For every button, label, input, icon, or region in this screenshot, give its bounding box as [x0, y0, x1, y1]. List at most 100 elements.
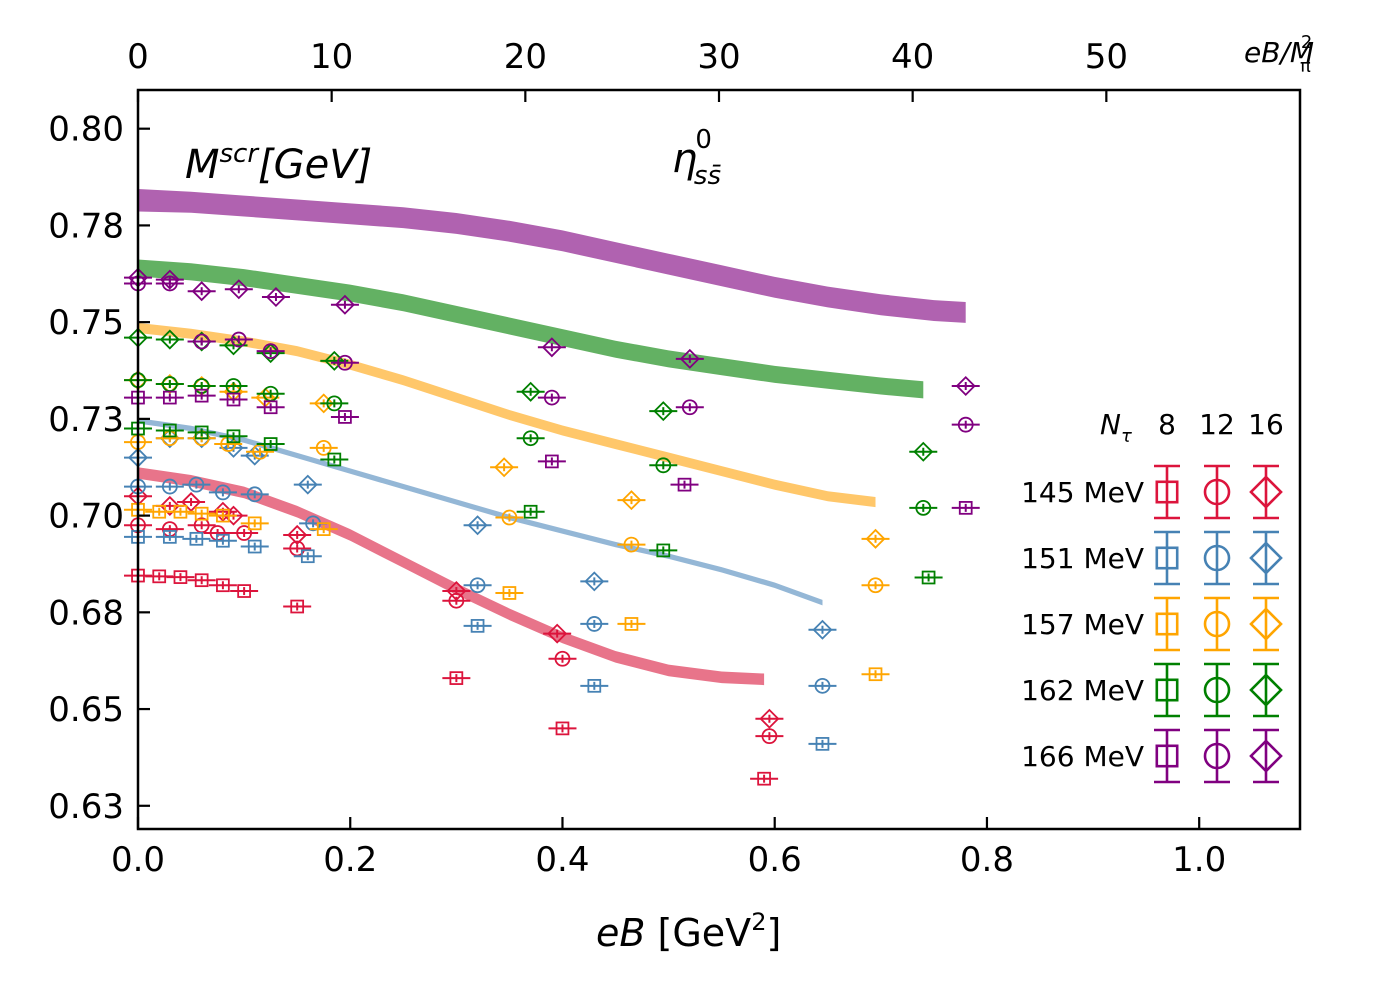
marker-square	[247, 516, 262, 531]
data-point-162-MeV-nt12	[909, 499, 938, 516]
marker-square	[194, 573, 209, 588]
marker-diamond	[494, 457, 515, 478]
marker-diamond	[1249, 607, 1283, 641]
legend-marker	[1249, 662, 1283, 718]
legend-temperature-label: 166 MeV	[1021, 740, 1144, 773]
chart-title: η0 ss̄	[672, 125, 722, 191]
marker-circle	[655, 457, 672, 474]
data-point-162-MeV-nt8	[649, 543, 678, 558]
data-point-162-MeV-nt16	[155, 329, 184, 350]
marker-square	[757, 771, 771, 786]
marker-square	[921, 570, 936, 585]
data-point-166-MeV-nt16	[330, 294, 359, 315]
marker-square	[338, 410, 352, 424]
marker-square	[216, 508, 230, 523]
marker-diamond	[313, 393, 334, 414]
legend-marker	[1203, 464, 1231, 520]
top-tick-label: 40	[891, 37, 934, 77]
y-tick-label: 0.75	[48, 303, 124, 343]
data-point-166-MeV-nt12	[951, 416, 980, 433]
marker-diamond	[159, 329, 180, 350]
marker-diamond	[679, 348, 700, 369]
data-point-162-MeV-nt16	[516, 381, 545, 402]
data-point-157-MeV-nt16	[490, 457, 519, 478]
legend-temperature-label: 145 MeV	[1021, 476, 1144, 509]
data-point-157-MeV-nt8	[187, 506, 216, 521]
marker-circle	[469, 577, 486, 594]
marker-square	[316, 522, 331, 536]
x-tick-label: 0.6	[748, 840, 802, 880]
marker-diamond	[297, 474, 318, 495]
data-point-166-MeV-nt16	[155, 269, 184, 290]
data-point-162-MeV-nt8	[320, 452, 349, 467]
data-point-157-MeV-nt8	[861, 667, 890, 682]
marker-circle	[246, 486, 263, 503]
marker-circle	[1203, 478, 1231, 506]
marker-square	[1155, 546, 1179, 570]
data-point-145-MeV-nt16	[755, 708, 784, 729]
marker-diamond	[955, 375, 976, 397]
marker-circle	[230, 331, 247, 348]
marker-circle	[814, 677, 831, 694]
data-point-151-MeV-nt12	[208, 484, 237, 501]
marker-circle	[161, 478, 178, 495]
y-quantity-sup: scr	[220, 139, 261, 169]
marker-circle	[1203, 676, 1231, 704]
marker-square	[216, 533, 230, 548]
x-axis-label-unit: [GeV	[658, 911, 752, 955]
legend-marker	[1154, 530, 1180, 586]
legend-marker	[1203, 596, 1231, 652]
data-point-151-MeV-nt8	[580, 678, 609, 693]
top-axis-label-sup: 2	[1301, 32, 1312, 53]
marker-circle	[761, 728, 778, 745]
data-point-151-MeV-nt16	[580, 571, 609, 592]
data-point-145-MeV-nt12	[755, 728, 784, 745]
legend-marker	[1203, 530, 1231, 586]
data-point-157-MeV-nt12	[861, 577, 890, 594]
legend-marker	[1154, 662, 1180, 718]
data-point-166-MeV-nt16	[224, 279, 253, 300]
data-point-157-MeV-nt8	[166, 504, 195, 519]
marker-circle	[315, 439, 332, 456]
data-point-157-MeV-nt8	[495, 586, 524, 600]
data-point-162-MeV-nt8	[187, 425, 216, 440]
legend-temperature-label: 157 MeV	[1021, 608, 1144, 641]
legend-marker	[1154, 464, 1180, 520]
marker-square	[545, 454, 559, 469]
marker-square	[1155, 480, 1179, 504]
band-layer	[138, 189, 966, 686]
data-point-151-MeV-nt16	[463, 515, 492, 536]
data-point-151-MeV-nt12	[155, 478, 184, 495]
x-tick-label: 0.2	[323, 840, 377, 880]
data-point-145-MeV-nt8	[442, 671, 471, 685]
chart-title-main: η	[672, 136, 697, 182]
y-tick-label: 0.73	[48, 400, 124, 440]
legend-marker	[1249, 530, 1283, 586]
marker-square	[247, 539, 262, 554]
marker-circle	[522, 430, 539, 447]
marker-diamond	[228, 279, 249, 300]
legend-marker	[1249, 464, 1283, 520]
marker-square	[587, 678, 602, 693]
marker-circle	[262, 343, 279, 360]
marker-circle	[957, 416, 974, 433]
marker-square	[449, 671, 464, 685]
marker-circle	[214, 484, 231, 501]
marker-diamond	[621, 490, 642, 511]
data-point-151-MeV-nt8	[208, 533, 237, 548]
marker-circle	[1203, 610, 1231, 638]
y-tick-label: 0.68	[48, 593, 124, 633]
legend-nt-label: 16	[1248, 408, 1284, 441]
data-point-145-MeV-nt8	[166, 570, 195, 584]
data-point-157-MeV-nt16	[861, 528, 890, 549]
marker-diamond	[1249, 739, 1283, 773]
marker-diamond	[159, 269, 180, 290]
data-point-166-MeV-nt8	[187, 388, 216, 403]
marker-square	[226, 429, 241, 444]
top-axis-label: eB/Mπ 2	[1244, 32, 1314, 77]
data-point-151-MeV-nt12	[580, 616, 609, 632]
data-point-151-MeV-nt12	[182, 476, 211, 493]
legend-nt-label: 8	[1158, 408, 1176, 441]
marker-circle	[1203, 544, 1231, 572]
